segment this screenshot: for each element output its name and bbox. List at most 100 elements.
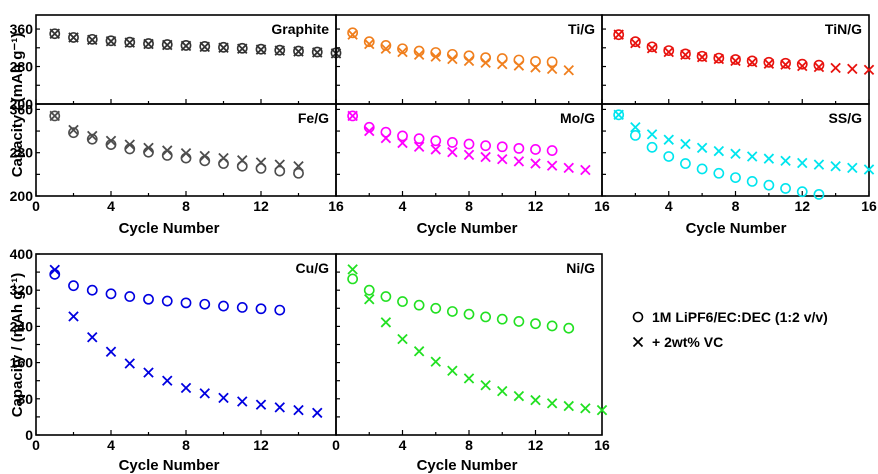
data-point-cross — [347, 110, 358, 122]
data-point-cross — [513, 156, 525, 167]
data-point-circle — [199, 298, 211, 310]
x-tick-label: 0 — [32, 198, 40, 214]
data-point-cross — [68, 311, 79, 322]
data-point-circle — [463, 50, 475, 62]
data-point-circle — [68, 32, 79, 43]
data-point-circle — [347, 110, 359, 122]
data-point-circle — [86, 133, 98, 145]
panel-fe-g: 0 4 8 12 16 200 280 360 Fe/G — [10, 101, 344, 214]
data-point-cross — [180, 382, 192, 394]
data-point-circle — [813, 59, 825, 71]
data-point-cross — [830, 160, 841, 172]
panel-ti-g: Ti/G — [335, 14, 603, 105]
data-point-circle — [68, 280, 79, 292]
data-point-circle — [663, 151, 675, 162]
data-point-circle — [180, 152, 192, 164]
data-point-cross — [68, 124, 79, 136]
legend: 1M LiPF6/EC:DEC (1:2 v/v) + 2wt% VC — [632, 309, 828, 350]
series-baseline — [49, 28, 342, 59]
data-point-cross — [347, 264, 358, 275]
data-point-cross — [162, 145, 173, 156]
data-point-cross — [293, 46, 304, 57]
x-tick-label: 8 — [732, 198, 740, 214]
data-point-cross — [293, 404, 304, 416]
data-point-cross — [218, 392, 229, 404]
chart-panels: 200 280 360 Graphite Ti/G TiN/G 0 4 8 12 16 200 280 3… — [10, 14, 877, 453]
data-point-cross — [105, 346, 117, 357]
data-point-circle — [629, 129, 641, 141]
data-point-cross — [347, 29, 358, 40]
x-tick-label: 16 — [861, 198, 877, 214]
data-point-cross — [87, 332, 98, 343]
data-point-circle — [218, 300, 229, 312]
data-point-cross — [237, 155, 248, 166]
data-point-circle — [746, 175, 758, 187]
series-baseline — [49, 110, 304, 179]
data-point-cross — [730, 148, 741, 160]
panel-frame — [335, 253, 603, 436]
data-point-circle — [646, 141, 658, 153]
y-tick-label: 280 — [10, 145, 34, 161]
data-point-cross — [797, 60, 808, 72]
data-point-cross — [255, 157, 267, 168]
data-point-cross — [87, 34, 98, 46]
data-point-cross — [255, 399, 267, 410]
data-point-circle — [463, 308, 475, 320]
data-point-circle — [696, 163, 708, 175]
data-point-circle — [363, 284, 375, 296]
data-point-cross — [380, 43, 392, 54]
data-point-circle — [730, 54, 741, 65]
data-point-cross — [413, 49, 425, 61]
data-point-cross — [143, 38, 154, 50]
y-tick-label: 280 — [10, 59, 34, 75]
panel-label-ss-g: SS/G — [829, 110, 863, 126]
data-point-cross — [143, 142, 154, 154]
y-tick-label: 240 — [10, 318, 34, 334]
x-axis-title-right: Cycle Number — [686, 220, 787, 237]
data-point-cross — [530, 158, 541, 169]
x-tick-label: 12 — [253, 437, 269, 453]
legend-circle-marker — [632, 311, 644, 323]
x-tick-label: 4 — [665, 198, 673, 214]
data-point-circle — [68, 127, 79, 139]
data-point-cross — [763, 58, 775, 69]
x-tick-label: 8 — [182, 198, 190, 214]
data-point-cross — [364, 125, 375, 137]
data-point-cross — [463, 55, 475, 67]
data-point-cross — [49, 110, 60, 122]
panel-label-mo-g: Mo/G — [560, 110, 595, 126]
data-point-circle — [124, 36, 136, 48]
data-point-circle — [293, 167, 304, 179]
data-point-circle — [546, 56, 558, 68]
panel-tin-g: TiN/G — [601, 14, 875, 105]
data-point-cross — [513, 390, 525, 402]
data-point-circle — [530, 318, 541, 330]
x-tick-label: 4 — [107, 437, 115, 453]
data-point-cross — [713, 145, 725, 157]
series-vc — [613, 29, 875, 76]
series-baseline — [347, 273, 575, 334]
data-point-cross — [364, 294, 375, 305]
data-point-circle — [763, 56, 775, 68]
y-tick-label: 360 — [10, 101, 34, 117]
data-point-circle — [713, 167, 725, 179]
data-point-cross — [180, 40, 192, 52]
panel-frame — [335, 14, 603, 105]
data-point-circle — [496, 141, 508, 153]
x-tick-label: 4 — [399, 437, 407, 453]
data-point-circle — [813, 188, 825, 200]
series-vc — [49, 264, 323, 419]
data-point-circle — [293, 45, 304, 57]
data-point-circle — [380, 126, 392, 138]
data-point-cross — [563, 400, 574, 412]
data-point-cross — [563, 65, 574, 76]
data-point-circle — [105, 35, 117, 47]
data-point-circle — [696, 50, 708, 62]
data-point-circle — [86, 284, 98, 296]
data-point-cross — [447, 53, 458, 65]
data-point-cross — [180, 148, 192, 159]
data-point-cross — [480, 151, 491, 163]
data-point-cross — [630, 122, 641, 133]
panel-frame — [35, 103, 337, 197]
data-point-cross — [274, 402, 285, 413]
